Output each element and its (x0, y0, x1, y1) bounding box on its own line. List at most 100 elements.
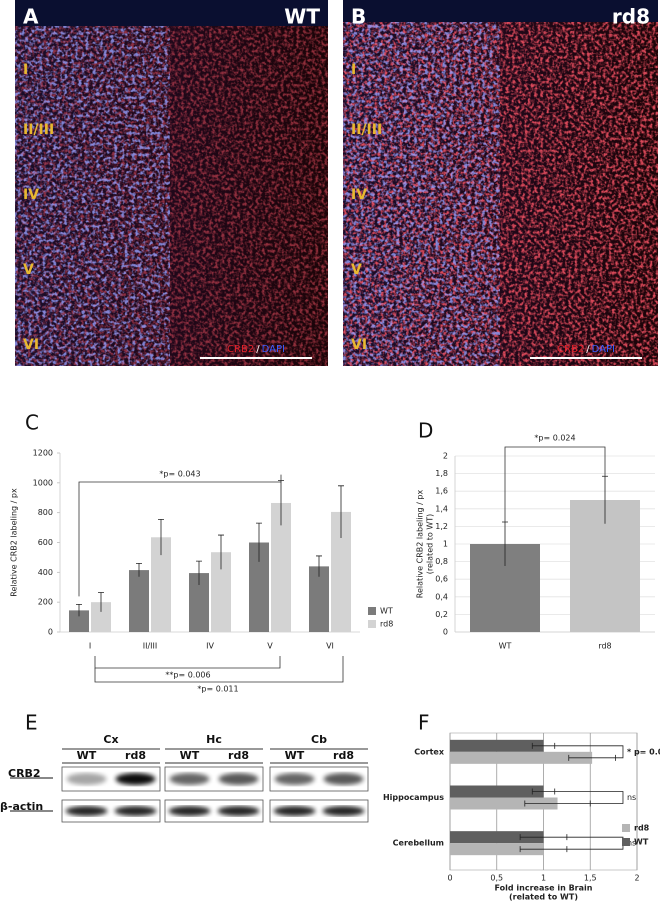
stain-part: / (586, 344, 590, 355)
band (115, 773, 156, 785)
panel-letter: E (25, 711, 38, 735)
band (273, 806, 316, 816)
surface (15, 0, 328, 26)
panel-letter: C (25, 411, 39, 435)
error-bar (158, 518, 164, 556)
legend-swatch (622, 824, 630, 832)
blot-frame (61, 766, 161, 792)
layer-label: V (23, 262, 34, 278)
panel-letter: F (418, 711, 430, 735)
x-tick-label: I (89, 642, 91, 651)
y-tick-label: 1,2 (435, 522, 448, 531)
error-bar (256, 522, 262, 562)
bar (189, 573, 209, 632)
legend-label: rd8 (380, 620, 393, 629)
band (114, 806, 157, 816)
legend-label: WT (380, 607, 393, 616)
micrograph-a (15, 0, 328, 366)
surface (343, 0, 658, 22)
layer-label: I (23, 62, 28, 78)
y-tick-label: 0 (443, 628, 448, 637)
y-axis-label: (related to WT) (426, 514, 435, 574)
stain-label: CRB2/DAPI (227, 344, 285, 355)
y-tick-label: 0,6 (435, 575, 448, 584)
y-tick-label: 0 (48, 628, 53, 637)
lane-label: WT (285, 749, 305, 762)
stain-part: DAPI (262, 344, 285, 355)
annotation: *p= 0.024 (534, 434, 575, 443)
y-tick-label: Hippocampus (383, 793, 444, 802)
layer-label: VI (351, 337, 367, 353)
bar (331, 511, 351, 632)
y-tick-label: 1200 (33, 449, 53, 458)
y-tick-label: 1,8 (435, 469, 448, 478)
row-label: β-actin (0, 800, 43, 813)
error-bar (338, 485, 344, 539)
annotation: *p= 0.043 (159, 470, 200, 479)
x-tick-label: 2 (634, 874, 639, 883)
legend-swatch (368, 620, 376, 628)
layer-label: II/III (23, 122, 54, 138)
bar (271, 502, 291, 632)
stain-part: / (256, 344, 260, 355)
y-tick-label: 2 (443, 452, 448, 461)
panel-letter: A (23, 5, 39, 29)
annotation: *p= 0.011 (197, 685, 238, 694)
y-tick-label: 0,2 (435, 610, 448, 619)
panel-letter: B (351, 5, 366, 29)
annotation: ns (627, 839, 636, 848)
x-tick-label: WT (499, 642, 512, 651)
band (322, 806, 365, 816)
y-axis-label: Relative CRB2 labeling / px (416, 490, 425, 599)
blot-frame (164, 799, 264, 823)
annotation: * p= 0.029 (627, 747, 660, 756)
annotation: **p= 0.006 (165, 671, 210, 680)
error-bar (218, 534, 224, 570)
bar (69, 610, 89, 632)
genotype: WT (284, 5, 320, 29)
y-tick-label: 1 (443, 540, 448, 549)
bar (249, 542, 269, 632)
region-label: Cx (103, 733, 118, 746)
error-bar (196, 560, 202, 586)
x-tick-label: V (267, 642, 273, 651)
legend-label: rd8 (634, 824, 650, 833)
x-tick-label: 0 (447, 874, 452, 883)
error-bar (316, 555, 322, 577)
y-tick-label: 600 (38, 538, 53, 547)
stain-part: DAPI (592, 344, 615, 355)
bar (450, 739, 544, 752)
bracket (504, 446, 606, 522)
bracket (94, 656, 344, 683)
bracket (554, 791, 624, 804)
lane-label: rd8 (125, 749, 146, 762)
y-tick-label: Cortex (414, 747, 445, 756)
x-tick-label: VI (326, 642, 334, 651)
x-tick-label: II/III (143, 642, 158, 651)
row-label: CRB2 (8, 767, 41, 780)
y-tick-label: 1,4 (435, 504, 448, 513)
lane-label: rd8 (333, 749, 354, 762)
layer-label: VI (23, 337, 39, 353)
y-tick-label: Cerebellum (393, 839, 444, 848)
error-bar (98, 592, 104, 612)
y-tick-label: 1000 (33, 478, 53, 487)
blot-frame (269, 766, 369, 792)
panel-letter: D (418, 419, 433, 443)
x-tick-label: rd8 (598, 642, 611, 651)
band (218, 773, 259, 785)
band (323, 773, 364, 785)
stain-label: CRB2/DAPI (557, 344, 615, 355)
legend-label: WT (634, 838, 649, 847)
bracket (78, 474, 282, 597)
region-label: Cb (311, 733, 327, 746)
bar (151, 537, 171, 632)
bar (129, 570, 149, 632)
x-tick-label: 1,5 (584, 874, 597, 883)
bar (211, 552, 231, 632)
error-bar (76, 604, 82, 617)
legend-swatch (622, 838, 630, 846)
y-tick-label: 200 (38, 598, 53, 607)
band (217, 806, 260, 816)
